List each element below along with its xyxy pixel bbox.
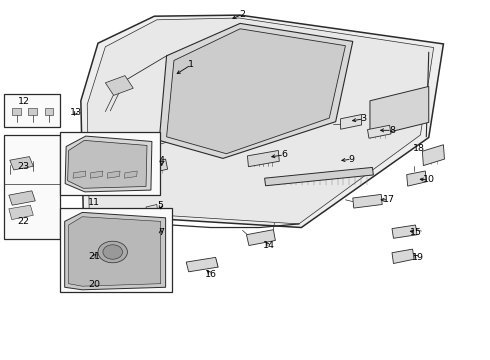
Text: 10: 10 <box>423 175 435 184</box>
Text: 3: 3 <box>361 114 367 123</box>
Polygon shape <box>65 212 166 290</box>
Polygon shape <box>368 125 391 138</box>
Polygon shape <box>246 230 275 246</box>
Text: 4: 4 <box>159 156 165 165</box>
Polygon shape <box>9 191 35 205</box>
Text: 5: 5 <box>158 201 164 210</box>
Bar <box>4 135 60 239</box>
Polygon shape <box>167 29 345 154</box>
Polygon shape <box>247 150 279 167</box>
Polygon shape <box>65 136 152 192</box>
Circle shape <box>103 245 122 259</box>
Polygon shape <box>265 167 373 186</box>
Polygon shape <box>81 15 443 228</box>
Text: 23: 23 <box>18 162 29 171</box>
Text: 15: 15 <box>410 228 421 237</box>
Text: 19: 19 <box>412 253 423 262</box>
Bar <box>60 132 160 195</box>
Text: 11: 11 <box>88 198 100 207</box>
Text: 8: 8 <box>389 126 395 135</box>
Polygon shape <box>68 140 147 188</box>
Polygon shape <box>146 204 158 216</box>
Text: 16: 16 <box>205 270 217 279</box>
Polygon shape <box>45 108 53 115</box>
Polygon shape <box>73 171 86 178</box>
Polygon shape <box>105 76 133 95</box>
Text: 12: 12 <box>18 97 29 106</box>
Text: 17: 17 <box>383 195 394 204</box>
Polygon shape <box>392 225 417 238</box>
Polygon shape <box>12 108 21 115</box>
Polygon shape <box>107 171 120 178</box>
Polygon shape <box>422 145 444 166</box>
Text: 6: 6 <box>281 150 287 159</box>
Polygon shape <box>9 205 33 220</box>
Text: 22: 22 <box>18 217 29 226</box>
Polygon shape <box>353 194 382 208</box>
Text: 20: 20 <box>88 280 100 289</box>
Polygon shape <box>370 86 429 137</box>
Text: 13: 13 <box>70 108 82 117</box>
Polygon shape <box>159 23 353 158</box>
Polygon shape <box>186 257 218 272</box>
Text: 14: 14 <box>263 241 274 250</box>
Bar <box>60 208 172 292</box>
Polygon shape <box>392 249 414 264</box>
Polygon shape <box>90 171 103 178</box>
Bar <box>4 94 60 127</box>
Polygon shape <box>146 159 168 174</box>
Circle shape <box>98 241 127 263</box>
Polygon shape <box>87 18 434 224</box>
Polygon shape <box>124 171 137 178</box>
Text: 9: 9 <box>349 154 355 163</box>
Polygon shape <box>28 108 37 115</box>
Text: 1: 1 <box>188 60 194 69</box>
Text: 7: 7 <box>158 228 164 237</box>
Text: 2: 2 <box>240 10 245 19</box>
Polygon shape <box>407 171 426 186</box>
Polygon shape <box>69 217 161 286</box>
Polygon shape <box>341 114 362 129</box>
Text: 18: 18 <box>413 144 425 153</box>
Polygon shape <box>10 157 33 170</box>
Text: 21: 21 <box>88 252 100 261</box>
Polygon shape <box>146 218 167 231</box>
